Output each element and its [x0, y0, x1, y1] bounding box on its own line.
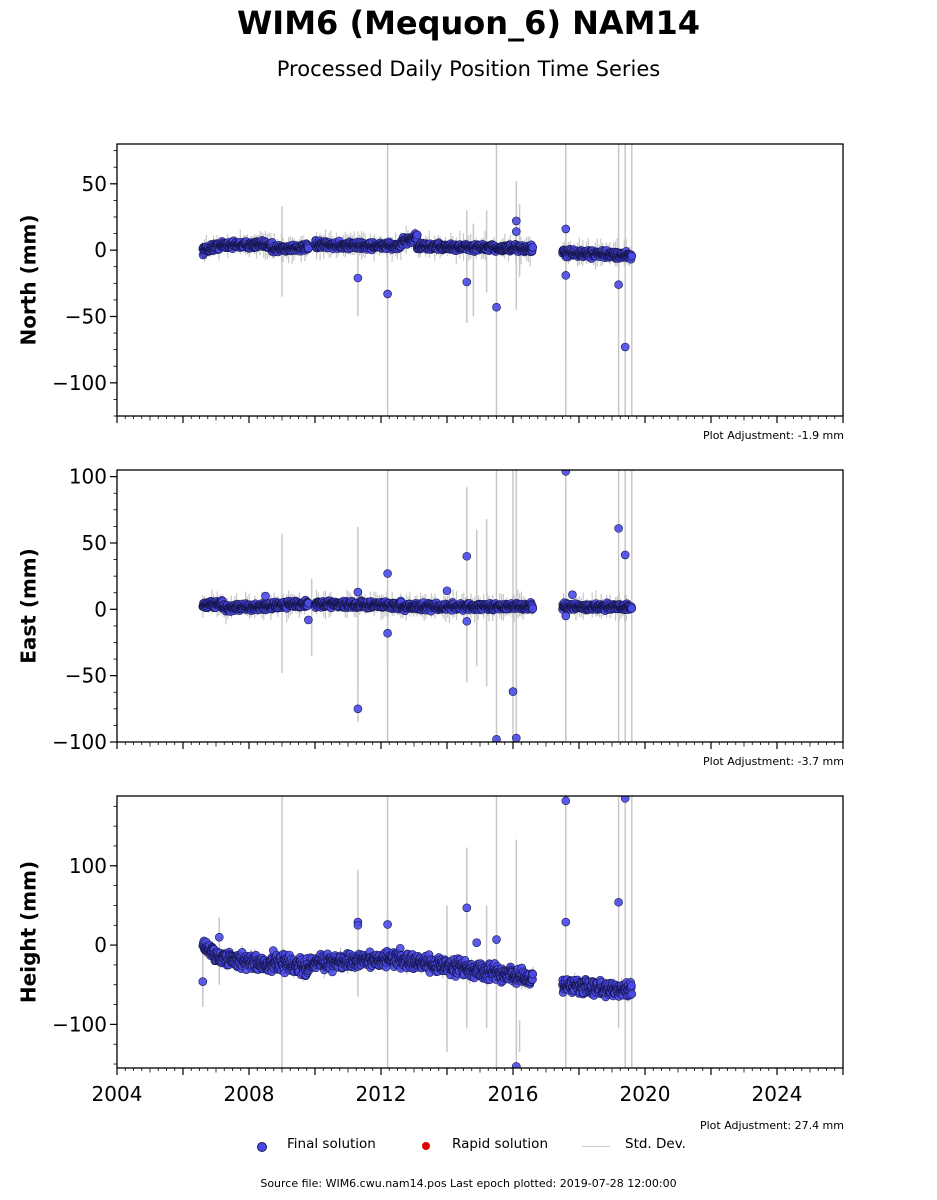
y-tick-label: 50: [82, 172, 107, 196]
final-solution-point: [512, 1062, 521, 1068]
final-solution-point: [561, 611, 571, 621]
final-solution-point: [614, 524, 623, 533]
final-solution-point: [412, 230, 422, 240]
final-solution-point: [561, 470, 571, 476]
final-solution-point: [511, 216, 521, 226]
final-solution-point: [512, 733, 521, 742]
final-solution-point: [561, 796, 571, 806]
final-solution-point: [620, 342, 630, 352]
y-tick-label: −50: [65, 664, 107, 688]
final-solution-point: [462, 551, 472, 561]
final-solution-point: [627, 981, 636, 990]
final-solution-point: [492, 302, 501, 312]
y-axis-label: North (mm): [17, 214, 41, 345]
final-solution-point: [215, 932, 224, 942]
y-tick-label: −50: [65, 304, 107, 328]
final-solution-point: [528, 969, 538, 979]
final-solution-point: [472, 938, 482, 948]
y-tick-label: 100: [69, 465, 107, 489]
final-solution-point: [627, 989, 637, 999]
final-solution-point: [462, 616, 472, 626]
final-solution-point: [353, 587, 363, 597]
final-solution-point: [442, 586, 452, 596]
final-solution-point: [620, 796, 630, 803]
final-solution-point: [395, 943, 405, 953]
final-solution-point: [492, 935, 501, 944]
final-solution-point: [353, 920, 363, 930]
panel-1: 100 50 0 −50 −100 East (mm): [17, 465, 844, 754]
final-solution-point: [462, 903, 472, 913]
final-solution-point: [383, 289, 392, 299]
final-solution-point: [561, 224, 571, 234]
y-tick-label: 0: [94, 597, 107, 621]
final-solution-point: [353, 273, 363, 283]
final-solution-point: [627, 251, 637, 261]
final-solution-point: [261, 591, 270, 601]
chart-title: WIM6 (Mequon_6) NAM14: [236, 4, 701, 42]
final-solution-point: [620, 550, 630, 560]
final-solution-point: [353, 704, 363, 714]
y-tick-label: −100: [52, 730, 107, 754]
final-solution-point: [511, 227, 521, 236]
final-solution-point: [614, 280, 623, 289]
plot-frame: [116, 143, 844, 417]
final-solution-point: [561, 271, 571, 280]
final-solution-point: [508, 687, 518, 696]
chart-subtitle: Processed Daily Position Time Series: [276, 57, 661, 81]
final-solution-point: [383, 628, 392, 638]
final-solution-point: [462, 277, 472, 287]
final-solution-point: [492, 735, 501, 742]
panel-0: 50 0 −50 −100 North (mm): [17, 143, 844, 423]
final-solution-point: [198, 977, 208, 986]
y-tick-label: 50: [82, 531, 107, 555]
plot-area-0: [198, 144, 637, 416]
plot-area-1: [198, 470, 637, 742]
final-solution-point: [304, 615, 313, 625]
y-tick-label: −100: [52, 371, 107, 395]
plot-area-2: [198, 796, 637, 1068]
final-solution-point: [383, 920, 392, 929]
final-solution-point: [383, 569, 392, 578]
y-axis-label: East (mm): [17, 548, 41, 664]
final-solution-point: [568, 590, 577, 600]
final-solution-point: [561, 917, 571, 927]
y-tick-label: 0: [94, 238, 107, 262]
final-solution-point: [528, 243, 538, 252]
plot-frame: [116, 795, 844, 1069]
final-solution-point: [627, 604, 637, 613]
final-solution-point: [614, 897, 623, 907]
final-solution-point: [528, 604, 538, 613]
